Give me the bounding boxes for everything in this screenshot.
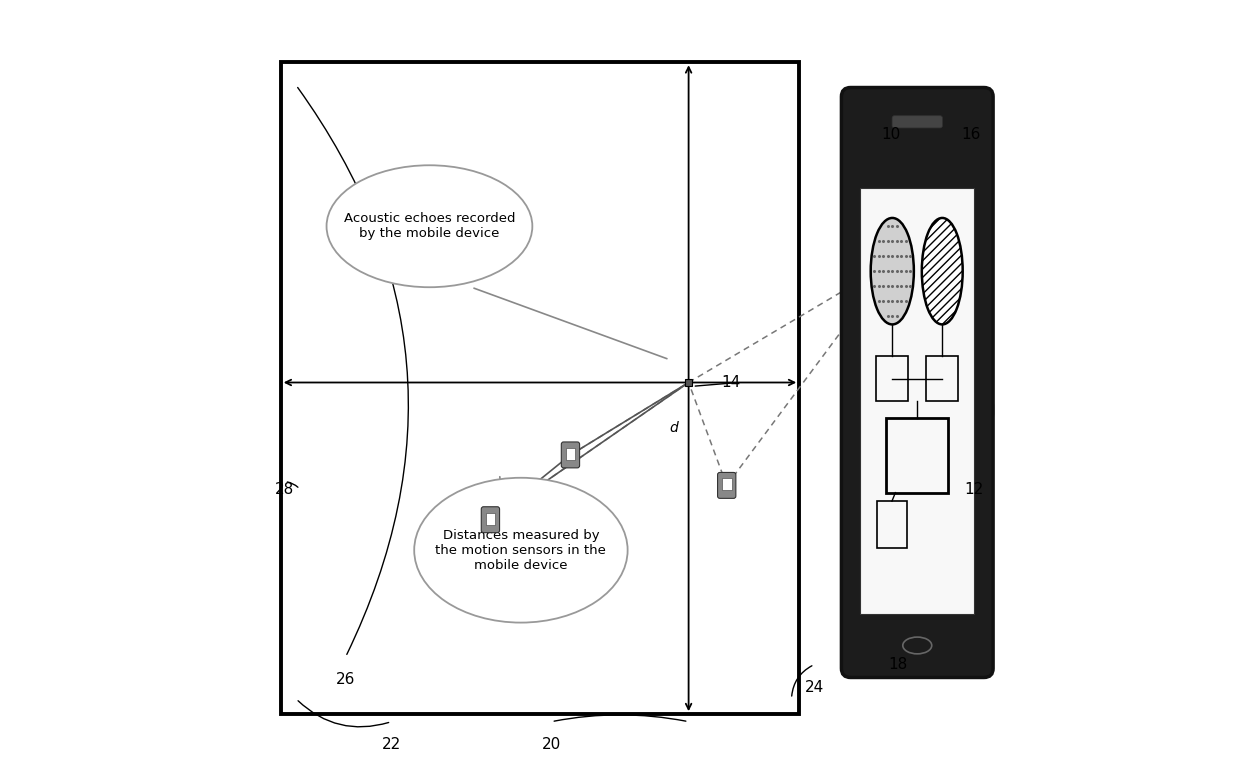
Text: Distances measured by
the motion sensors in the
mobile device: Distances measured by the motion sensors…: [435, 529, 606, 571]
Bar: [565, 448, 575, 460]
FancyBboxPatch shape: [842, 87, 993, 678]
Bar: [722, 478, 732, 490]
Ellipse shape: [414, 478, 627, 623]
Text: 22: 22: [382, 737, 401, 752]
Ellipse shape: [326, 165, 532, 287]
Text: d: d: [670, 422, 678, 435]
Text: 28: 28: [275, 482, 294, 496]
Text: Acoustic echoes recorded
by the mobile device: Acoustic echoes recorded by the mobile d…: [343, 212, 515, 240]
Bar: [861, 188, 975, 614]
Bar: [887, 418, 949, 493]
Text: 24: 24: [805, 680, 825, 695]
Ellipse shape: [870, 218, 914, 324]
FancyBboxPatch shape: [562, 442, 579, 468]
Bar: [486, 513, 495, 525]
Text: 14: 14: [720, 375, 740, 390]
Text: 26: 26: [336, 672, 356, 687]
Text: 12: 12: [965, 482, 985, 496]
Bar: [684, 379, 692, 386]
FancyBboxPatch shape: [718, 473, 735, 498]
Bar: [877, 501, 906, 548]
Bar: [280, 63, 799, 714]
Ellipse shape: [921, 218, 962, 324]
Text: 10: 10: [880, 127, 900, 142]
FancyBboxPatch shape: [481, 506, 500, 532]
FancyBboxPatch shape: [892, 116, 942, 128]
Bar: [926, 356, 959, 401]
Bar: [877, 356, 908, 401]
Text: 16: 16: [961, 127, 981, 142]
Text: 18: 18: [889, 657, 908, 672]
Text: 20: 20: [542, 737, 560, 752]
